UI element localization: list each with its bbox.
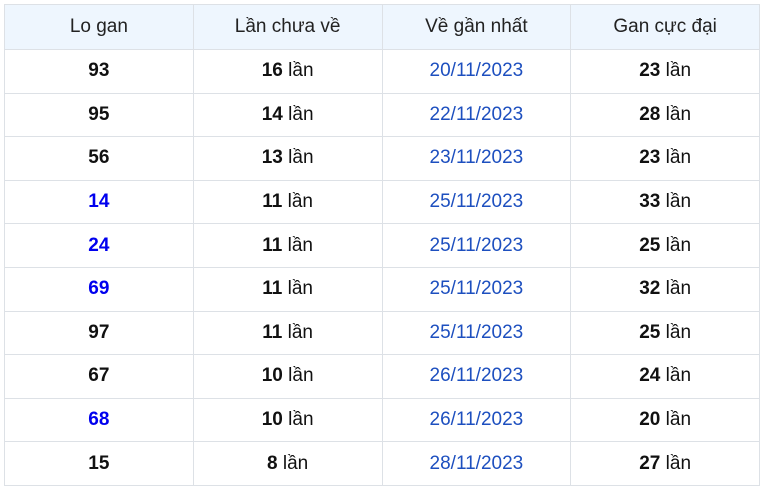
last-date: 22/11/2023 [381,92,572,138]
table-row: 97 11 lần 25/11/2023 25 lần [4,310,760,356]
lo-number: 15 [4,441,194,486]
max-gap: 25 lần [570,310,760,356]
times-missing: 13 lần [192,136,383,181]
header-lan-chua-ve: Lần chưa về [192,4,383,50]
max-gap: 28 lần [570,92,760,138]
times-missing: 11 lần [192,179,383,225]
times-missing: 16 lần [192,49,383,94]
table-row: 24 11 lần 25/11/2023 25 lần [4,223,760,268]
table-row: 69 11 lần 25/11/2023 32 lần [4,266,760,312]
table-row: 56 13 lần 23/11/2023 23 lần [4,136,760,181]
last-date: 25/11/2023 [381,266,572,312]
times-missing: 11 lần [192,223,383,268]
table-row: 93 16 lần 20/11/2023 23 lần [4,49,760,94]
lo-number: 69 [4,266,194,312]
max-gap: 32 lần [570,266,760,312]
lo-number: 67 [4,354,194,399]
times-missing: 14 lần [192,92,383,138]
last-date: 25/11/2023 [381,310,572,356]
lo-number: 93 [4,49,194,94]
lo-number: 56 [4,136,194,181]
header-gan-cuc-dai: Gan cực đại [570,4,760,50]
lo-number: 68 [4,397,194,443]
table-row: 95 14 lần 22/11/2023 28 lần [4,92,760,138]
max-gap: 33 lần [570,179,760,225]
max-gap: 23 lần [570,136,760,181]
table-row: 15 8 lần 28/11/2023 27 lần [4,441,760,486]
max-gap: 20 lần [570,397,760,443]
header-row: Lo gan Lần chưa về Về gần nhất Gan cực đ… [4,4,760,50]
table-row: 68 10 lần 26/11/2023 20 lần [4,397,760,443]
times-missing: 11 lần [192,310,383,356]
times-missing: 11 lần [192,266,383,312]
lo-number: 24 [4,223,194,268]
lo-gan-table: Lo gan Lần chưa về Về gần nhất Gan cực đ… [4,4,760,486]
lo-number: 97 [4,310,194,356]
max-gap: 24 lần [570,354,760,399]
lo-number: 14 [4,179,194,225]
times-missing: 8 lần [192,441,383,486]
times-missing: 10 lần [192,354,383,399]
last-date: 25/11/2023 [381,179,572,225]
last-date: 20/11/2023 [381,49,572,94]
max-gap: 27 lần [570,441,760,486]
last-date: 26/11/2023 [381,397,572,443]
times-missing: 10 lần [192,397,383,443]
max-gap: 25 lần [570,223,760,268]
table-row: 14 11 lần 25/11/2023 33 lần [4,179,760,225]
max-gap: 23 lần [570,49,760,94]
header-lo-gan: Lo gan [4,4,194,50]
last-date: 28/11/2023 [381,441,572,486]
last-date: 23/11/2023 [381,136,572,181]
table-row: 67 10 lần 26/11/2023 24 lần [4,354,760,399]
last-date: 25/11/2023 [381,223,572,268]
last-date: 26/11/2023 [381,354,572,399]
header-ve-gan-nhat: Về gần nhất [381,4,572,50]
lo-number: 95 [4,92,194,138]
